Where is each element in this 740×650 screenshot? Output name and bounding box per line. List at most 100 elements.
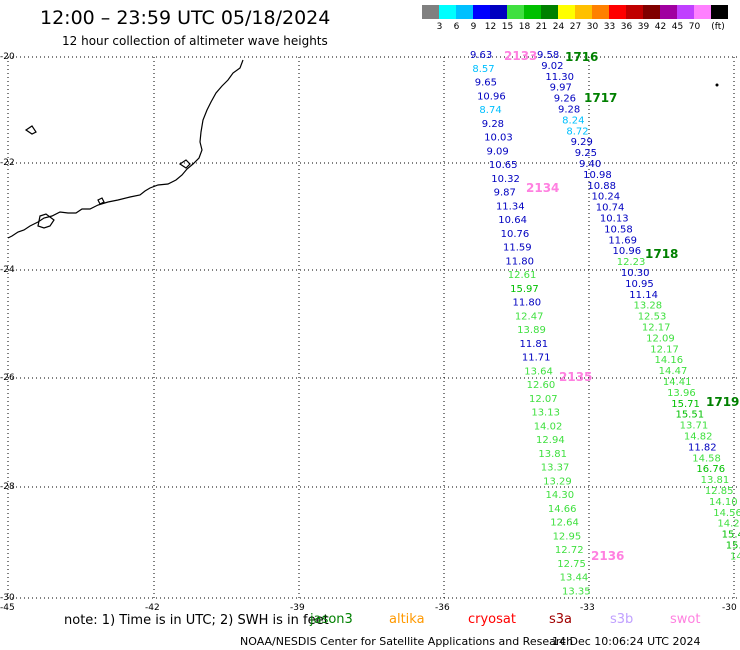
wave-height-value: 9.65 xyxy=(475,78,497,89)
wave-height-value: 10.13 xyxy=(600,214,629,225)
wave-height-value: 13.35 xyxy=(562,586,591,597)
wave-height-value: 13.28 xyxy=(634,301,663,312)
pass-label: 2136 xyxy=(591,549,624,563)
generated-timestamp: 14 Dec 10:06:24 UTC 2024 xyxy=(552,635,701,648)
wave-height-value: 13.44 xyxy=(560,573,589,584)
wave-height-value: 8.72 xyxy=(566,126,588,137)
legend-swatch xyxy=(609,5,626,19)
wave-height-value: 14.47 xyxy=(659,366,688,377)
legend-swatch xyxy=(541,5,558,19)
lat-label: -28 xyxy=(0,482,15,492)
lat-label: -24 xyxy=(0,265,15,275)
wave-height-value: 14.82 xyxy=(684,432,713,443)
lon-label: -42 xyxy=(145,603,160,613)
legend-label: 15 xyxy=(501,22,514,32)
legend-swatch xyxy=(711,5,728,19)
pass-label: 2133 xyxy=(504,49,537,63)
wave-height-value: 12.23 xyxy=(617,257,646,268)
wave-height-value: 9.97 xyxy=(550,83,572,94)
wave-height-value: 11.71 xyxy=(522,353,551,364)
wave-height-value: 13.37 xyxy=(541,463,570,474)
wave-height-value: 15.71 xyxy=(671,399,700,410)
wave-height-value: 12.61 xyxy=(508,270,537,281)
wave-height-value: 15.51 xyxy=(675,410,704,421)
wave-height-value: 12.75 xyxy=(557,559,586,570)
wave-height-value: 10.98 xyxy=(583,170,612,181)
altimeter-tracks: 9.63 8.57 9.65 10.96 8.74 9.28 10.03 9.09 10.65 1… xyxy=(470,49,740,597)
wave-height-value: 10.58 xyxy=(604,224,633,235)
satellite-label-s3b: s3b xyxy=(610,612,634,627)
legend-label: 45 xyxy=(671,22,684,32)
wave-height-value: 14.41 xyxy=(663,377,692,388)
pass-label: 2134 xyxy=(526,181,559,195)
lat-label: -26 xyxy=(0,373,15,383)
wave-height-value: 10.03 xyxy=(484,133,513,144)
wave-height-value: 9.26 xyxy=(554,94,576,105)
wave-height-value: 12.47 xyxy=(515,311,544,322)
coastline xyxy=(7,59,244,239)
wave-height-value: 12.17 xyxy=(642,323,671,334)
wave-height-value: 10.24 xyxy=(592,192,621,203)
wave-height-value: 14.30 xyxy=(545,490,574,501)
satellite-label-s3a: s3a xyxy=(549,612,573,627)
pass-label: 1717 xyxy=(584,91,617,105)
legend-swatch xyxy=(490,5,507,19)
wave-height-value: 13.81 xyxy=(538,449,567,460)
legend-label: 27 xyxy=(569,22,582,32)
legend-label: 3 xyxy=(436,22,443,32)
wave-height-value: 14.58 xyxy=(692,453,721,464)
wave-height-value: 10.95 xyxy=(625,279,654,290)
legend-swatch xyxy=(643,5,660,19)
wave-height-value: 8.57 xyxy=(472,64,494,75)
wave-height-value: 10.96 xyxy=(613,246,642,257)
wave-height-value: 14.2 xyxy=(717,519,739,530)
wave-height-value: 11.80 xyxy=(512,298,541,309)
wave-height-value: 11.82 xyxy=(688,442,717,453)
legend-label: 42 xyxy=(654,22,667,32)
wave-height-value: 12.64 xyxy=(550,518,579,529)
wave-height-value: 11.14 xyxy=(629,290,658,301)
wave-height-value: 15. xyxy=(726,541,740,552)
wave-height-value: 11.81 xyxy=(520,339,549,350)
wave-height-value: 14.16 xyxy=(654,355,683,366)
legend-swatch xyxy=(626,5,643,19)
wave-height-value: 9.63 xyxy=(470,50,492,61)
pass-label: 2135 xyxy=(559,370,592,384)
wave-height-value: 12.17 xyxy=(650,344,679,355)
wave-height-value: 11.69 xyxy=(608,235,637,246)
wave-height-value: 13.71 xyxy=(680,421,709,432)
pass-label: 1719 xyxy=(706,395,739,409)
wave-height-value: 12.95 xyxy=(553,531,582,542)
legend-unit: (ft) xyxy=(711,22,725,32)
wave-height-value: 8.24 xyxy=(562,115,584,126)
lon-label: -39 xyxy=(290,603,305,613)
wave-height-value: 14.10 xyxy=(709,497,738,508)
legend-swatch xyxy=(524,5,541,19)
wave-height-value: 15.97 xyxy=(510,284,539,295)
wave-height-value: 14.66 xyxy=(548,504,577,515)
wave-height-value: 10.74 xyxy=(596,203,625,214)
wave-height-value: 9.29 xyxy=(571,137,593,148)
legend-swatch xyxy=(422,5,439,19)
wave-height-value: 9.87 xyxy=(494,188,516,199)
legend-swatch xyxy=(694,5,711,19)
wave-height-value: 9.02 xyxy=(541,61,563,72)
wave-height-value: 13.96 xyxy=(667,388,696,399)
wave-height-value: 16.76 xyxy=(696,464,725,475)
wave-height-value: 13.29 xyxy=(543,476,572,487)
legend-label: 36 xyxy=(620,22,633,32)
wave-height-value: 9.25 xyxy=(575,148,597,159)
page-title: 12:00 – 23:59 UTC 05/18/2024 xyxy=(40,7,331,29)
satellite-label-swot: swot xyxy=(670,612,701,627)
legend-swatch xyxy=(558,5,575,19)
wave-height-value: 8.74 xyxy=(479,105,501,116)
page-subtitle: 12 hour collection of altimeter wave hei… xyxy=(62,34,328,48)
wave-height-value: 12.60 xyxy=(527,380,556,391)
legend-swatch xyxy=(473,5,490,19)
satellite-label-altika: altika xyxy=(389,612,425,627)
wave-height-value: 10.96 xyxy=(477,91,506,102)
legend-swatch xyxy=(575,5,592,19)
satellite-label-jason3: jason3 xyxy=(310,612,353,627)
lat-label: -30 xyxy=(0,593,15,603)
